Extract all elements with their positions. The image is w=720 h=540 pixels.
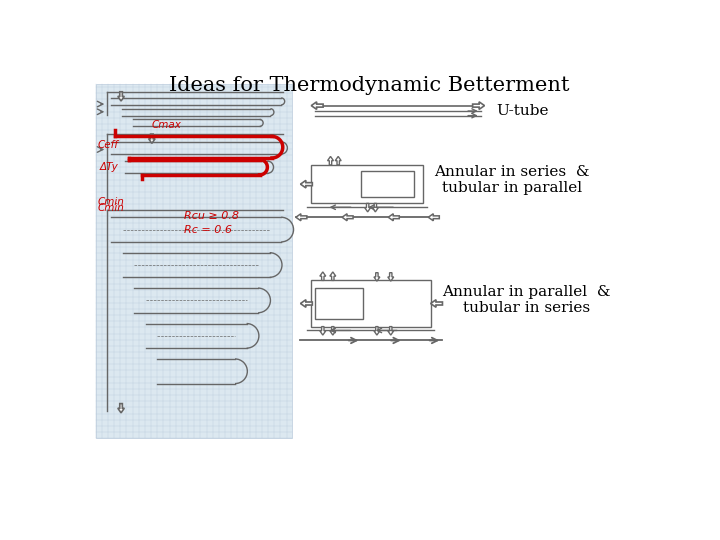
Polygon shape bbox=[374, 273, 380, 281]
Text: Annular in parallel  &
tubular in series: Annular in parallel & tubular in series bbox=[442, 285, 611, 315]
Polygon shape bbox=[311, 102, 323, 110]
Polygon shape bbox=[431, 300, 443, 307]
Text: Cmin: Cmin bbox=[98, 203, 125, 213]
Polygon shape bbox=[320, 327, 325, 335]
Bar bbox=[311, 280, 431, 327]
Polygon shape bbox=[320, 272, 325, 280]
Polygon shape bbox=[330, 327, 336, 335]
Polygon shape bbox=[148, 134, 155, 143]
Polygon shape bbox=[372, 204, 378, 212]
Polygon shape bbox=[300, 300, 312, 307]
Polygon shape bbox=[472, 102, 485, 110]
Text: Annular in series  &
tubular in parallel: Annular in series & tubular in parallel bbox=[434, 165, 590, 195]
Text: Rcu ≥ 0.8: Rcu ≥ 0.8 bbox=[184, 211, 239, 221]
Polygon shape bbox=[365, 204, 371, 212]
Polygon shape bbox=[336, 157, 341, 165]
Polygon shape bbox=[118, 403, 125, 413]
Text: Cmin: Cmin bbox=[98, 197, 125, 207]
Polygon shape bbox=[328, 157, 333, 165]
Text: Ceff: Ceff bbox=[98, 140, 119, 150]
Text: Cmax: Cmax bbox=[152, 120, 181, 130]
Polygon shape bbox=[342, 214, 353, 221]
Polygon shape bbox=[388, 327, 394, 335]
Polygon shape bbox=[388, 214, 400, 221]
Polygon shape bbox=[330, 272, 336, 280]
Polygon shape bbox=[118, 92, 125, 101]
Text: Rc = 0.6: Rc = 0.6 bbox=[184, 225, 232, 235]
Text: ΔTy: ΔTy bbox=[99, 163, 118, 172]
Polygon shape bbox=[388, 273, 394, 281]
Polygon shape bbox=[296, 214, 307, 221]
Bar bbox=[315, 288, 363, 319]
Text: Ideas for Thermodynamic Betterment: Ideas for Thermodynamic Betterment bbox=[168, 76, 570, 94]
Bar bbox=[96, 84, 292, 438]
Polygon shape bbox=[300, 180, 312, 188]
Polygon shape bbox=[428, 214, 439, 221]
Text: U-tube: U-tube bbox=[496, 104, 549, 118]
Bar bbox=[361, 171, 414, 197]
Bar bbox=[311, 165, 423, 204]
Polygon shape bbox=[374, 327, 380, 335]
